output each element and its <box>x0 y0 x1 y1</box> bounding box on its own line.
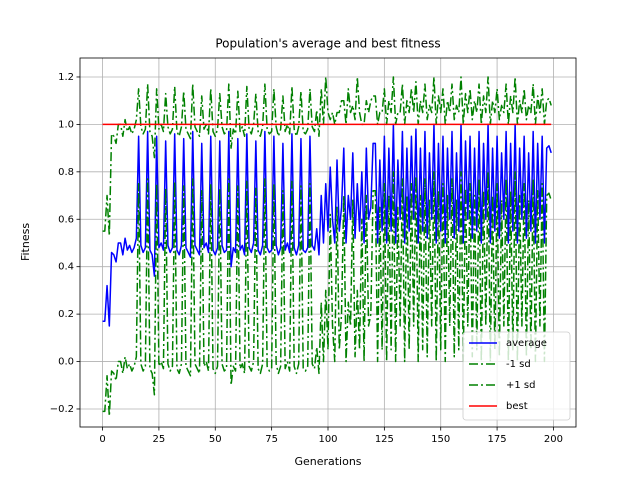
x-tick-label: 150 <box>431 434 450 445</box>
series-line <box>102 76 552 237</box>
series-line <box>102 123 552 327</box>
plot-frame <box>79 57 577 428</box>
y-tick-label: 1.2 <box>58 72 74 83</box>
chart-title: Population's average and best fitness <box>215 37 440 51</box>
y-tick-label: 0.0 <box>58 357 74 368</box>
legend: average -1 sd +1 sd best <box>462 331 571 421</box>
y-tick-label: 0.4 <box>58 262 74 273</box>
x-tick-label: 200 <box>544 434 563 445</box>
x-tick-label: 125 <box>375 434 394 445</box>
x-tick-label: 50 <box>209 434 222 445</box>
x-tick-label: 0 <box>99 434 105 445</box>
legend-label: +1 sd <box>506 380 535 391</box>
legend-label: average <box>506 338 547 349</box>
x-tick-label: 25 <box>153 434 166 445</box>
y-tick-label: 0.6 <box>58 214 74 225</box>
y-tick-label: 1.0 <box>58 119 74 130</box>
y-tick-label: 0.8 <box>58 167 74 178</box>
legend-label: -1 sd <box>506 359 531 370</box>
y-tick-label: −0.2 <box>50 404 74 415</box>
y-axis-label: Fitness <box>19 223 32 261</box>
y-tick-label: 0.2 <box>58 309 74 320</box>
x-tick-label: 75 <box>265 434 278 445</box>
legend-label: best <box>506 401 528 412</box>
x-tick-label: 175 <box>488 434 507 445</box>
x-axis-label: Generations <box>294 455 361 468</box>
legend-box <box>462 331 571 421</box>
x-tick-label: 100 <box>318 434 337 445</box>
series-line <box>102 171 552 417</box>
